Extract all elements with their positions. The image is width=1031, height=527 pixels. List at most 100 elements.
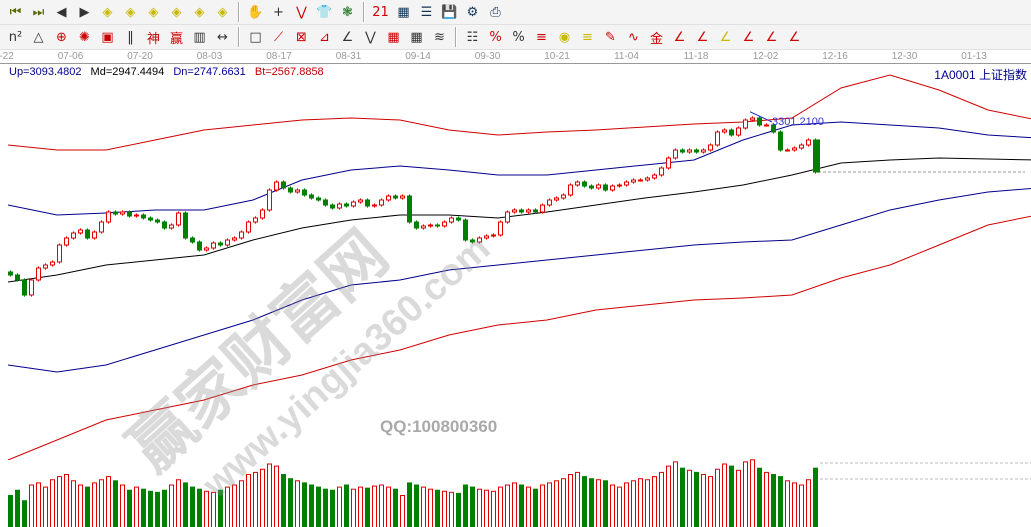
volume-bar [568, 474, 573, 527]
candle-down [218, 242, 223, 246]
angle-icon[interactable]: ∠ [341, 29, 354, 45]
v-icon[interactable]: ⋁ [365, 29, 376, 45]
volume-bar [106, 476, 111, 527]
calculator-icon[interactable]: ▦ [397, 4, 410, 20]
shift-left-icon[interactable]: ◈ [102, 4, 113, 20]
settings-icon[interactable]: ⚙ [466, 4, 479, 20]
volume-bar [8, 495, 13, 527]
volume-bar [253, 471, 258, 527]
four-angle-icon[interactable]: ∠ [788, 29, 801, 45]
percent-line-icon[interactable]: % [489, 29, 502, 45]
candle-up [561, 194, 566, 199]
left-arrow-icon[interactable]: ◀ [56, 4, 67, 20]
hand-icon[interactable]: ✋ [247, 4, 264, 20]
parallel-icon[interactable]: ≋ [434, 29, 445, 45]
percent-icon[interactable]: % [512, 29, 525, 45]
tick-icon[interactable]: ‖ [127, 29, 134, 45]
volume-bar [624, 482, 629, 527]
date-tick: 08-31 [335, 51, 362, 62]
candle-down [22, 279, 27, 296]
candle-up [540, 204, 545, 213]
shen-angle-icon[interactable]: ∠ [742, 29, 755, 45]
toolbar-drawing: n² △ ⊕ ✺ ▣ ‖ 神赢 ▥ ↔ □ ⟋ ⊠ ⊿ ∠ ⋁ ▦ ▦ ≋ ☷%% ≡ ◉ ≡ ✎ ∿ 金 ∠ ∠ ∠ ∠ ∠ ∠ [0, 25, 1031, 50]
volume-bar [505, 484, 510, 527]
ying-icon[interactable]: 赢 [169, 31, 183, 47]
shirt-icon[interactable]: 👕 [316, 4, 333, 20]
crosshair-icon[interactable]: + [273, 4, 284, 20]
ruler-icon[interactable]: ▥ [193, 29, 206, 45]
candle-down [155, 219, 160, 223]
volume-bar [743, 461, 748, 527]
circle-target-icon[interactable]: ⊕ [56, 29, 67, 45]
line-icon[interactable]: ⋁ [296, 4, 307, 20]
list-icon[interactable]: ☷ [466, 29, 479, 45]
rect-icon[interactable]: □ [249, 29, 262, 45]
volume-bar [386, 486, 391, 527]
shen-icon[interactable]: 神 [146, 31, 160, 47]
candle-down [127, 211, 132, 217]
notes-icon[interactable]: ☰ [420, 4, 433, 20]
expand-icon[interactable]: ◈ [148, 4, 159, 20]
shrink-icon[interactable]: ◈ [171, 4, 182, 20]
candle-up [260, 209, 265, 219]
candle-up [477, 237, 482, 243]
candle-down [589, 185, 594, 189]
volume-bar [526, 486, 531, 527]
candle-up [36, 267, 41, 281]
j-angle-icon[interactable]: ∠ [673, 29, 686, 45]
gold-angle-icon[interactable]: ∠ [719, 29, 732, 45]
save-icon[interactable]: 💾 [441, 4, 458, 20]
toolbar-separator [363, 2, 365, 22]
volume-bar [610, 484, 615, 527]
wave-icon[interactable]: ∿ [628, 29, 639, 45]
triangle-icon[interactable]: △ [33, 29, 44, 45]
percent-lines-icon[interactable]: ≡ [536, 29, 547, 45]
pen-icon[interactable]: ✎ [605, 29, 616, 45]
date-tick: 10-21 [544, 51, 570, 62]
volume-bar [715, 468, 720, 527]
volume-bar [764, 471, 769, 527]
candle-up [225, 239, 230, 246]
gann-fan-icon[interactable]: ⊿ [319, 29, 330, 45]
first-icon[interactable]: ⏮ [9, 4, 22, 20]
candle-up [246, 221, 251, 233]
band-outer-lower [7, 215, 1031, 460]
grid2-icon[interactable]: ▦ [410, 29, 423, 45]
candle-up [64, 237, 69, 246]
box-icon[interactable]: ▣ [101, 29, 114, 45]
candle-up [498, 221, 503, 236]
volume-bar [260, 468, 265, 527]
zoom-in-icon[interactable]: ◈ [194, 4, 205, 20]
candle-down [8, 271, 13, 276]
gann-box-icon[interactable]: ⊠ [296, 29, 307, 45]
calendar-icon[interactable]: 21 [372, 4, 389, 20]
volume-bar [617, 486, 622, 527]
ying-angle-icon[interactable]: ∠ [765, 29, 778, 45]
volume-bar [400, 495, 405, 527]
width-icon[interactable]: ↔ [217, 29, 228, 45]
candle-down [680, 149, 685, 153]
right-arrow-icon[interactable]: ▶ [79, 4, 90, 20]
fan-icon[interactable]: ⟋ [273, 29, 284, 45]
gold-icon[interactable]: 金 [649, 31, 663, 47]
radial-icon[interactable]: ✺ [79, 29, 90, 45]
shift-right-icon[interactable]: ◈ [125, 4, 136, 20]
date-tick: 06-22 [0, 51, 14, 62]
candle-up [176, 212, 181, 226]
nsquare-icon[interactable]: n² [8, 29, 23, 45]
candle-up [337, 203, 342, 209]
grid-icon[interactable]: ▦ [387, 29, 400, 45]
volume-bar [778, 476, 783, 527]
volume-bar [771, 474, 776, 527]
last-icon[interactable]: ⏭ [32, 4, 45, 20]
brain-icon[interactable]: ❃ [342, 4, 353, 20]
zoom-out-icon[interactable]: ◈ [217, 4, 228, 20]
candle-up [71, 232, 76, 239]
print-icon[interactable]: ⎙ [490, 4, 501, 20]
high-marker-leader [749, 111, 773, 123]
gold-circle-icon[interactable]: ◉ [558, 29, 571, 45]
f-angle-icon[interactable]: ∠ [696, 29, 709, 45]
gold-lines-icon[interactable]: ≡ [582, 29, 593, 45]
toolbar-separator [238, 27, 240, 47]
